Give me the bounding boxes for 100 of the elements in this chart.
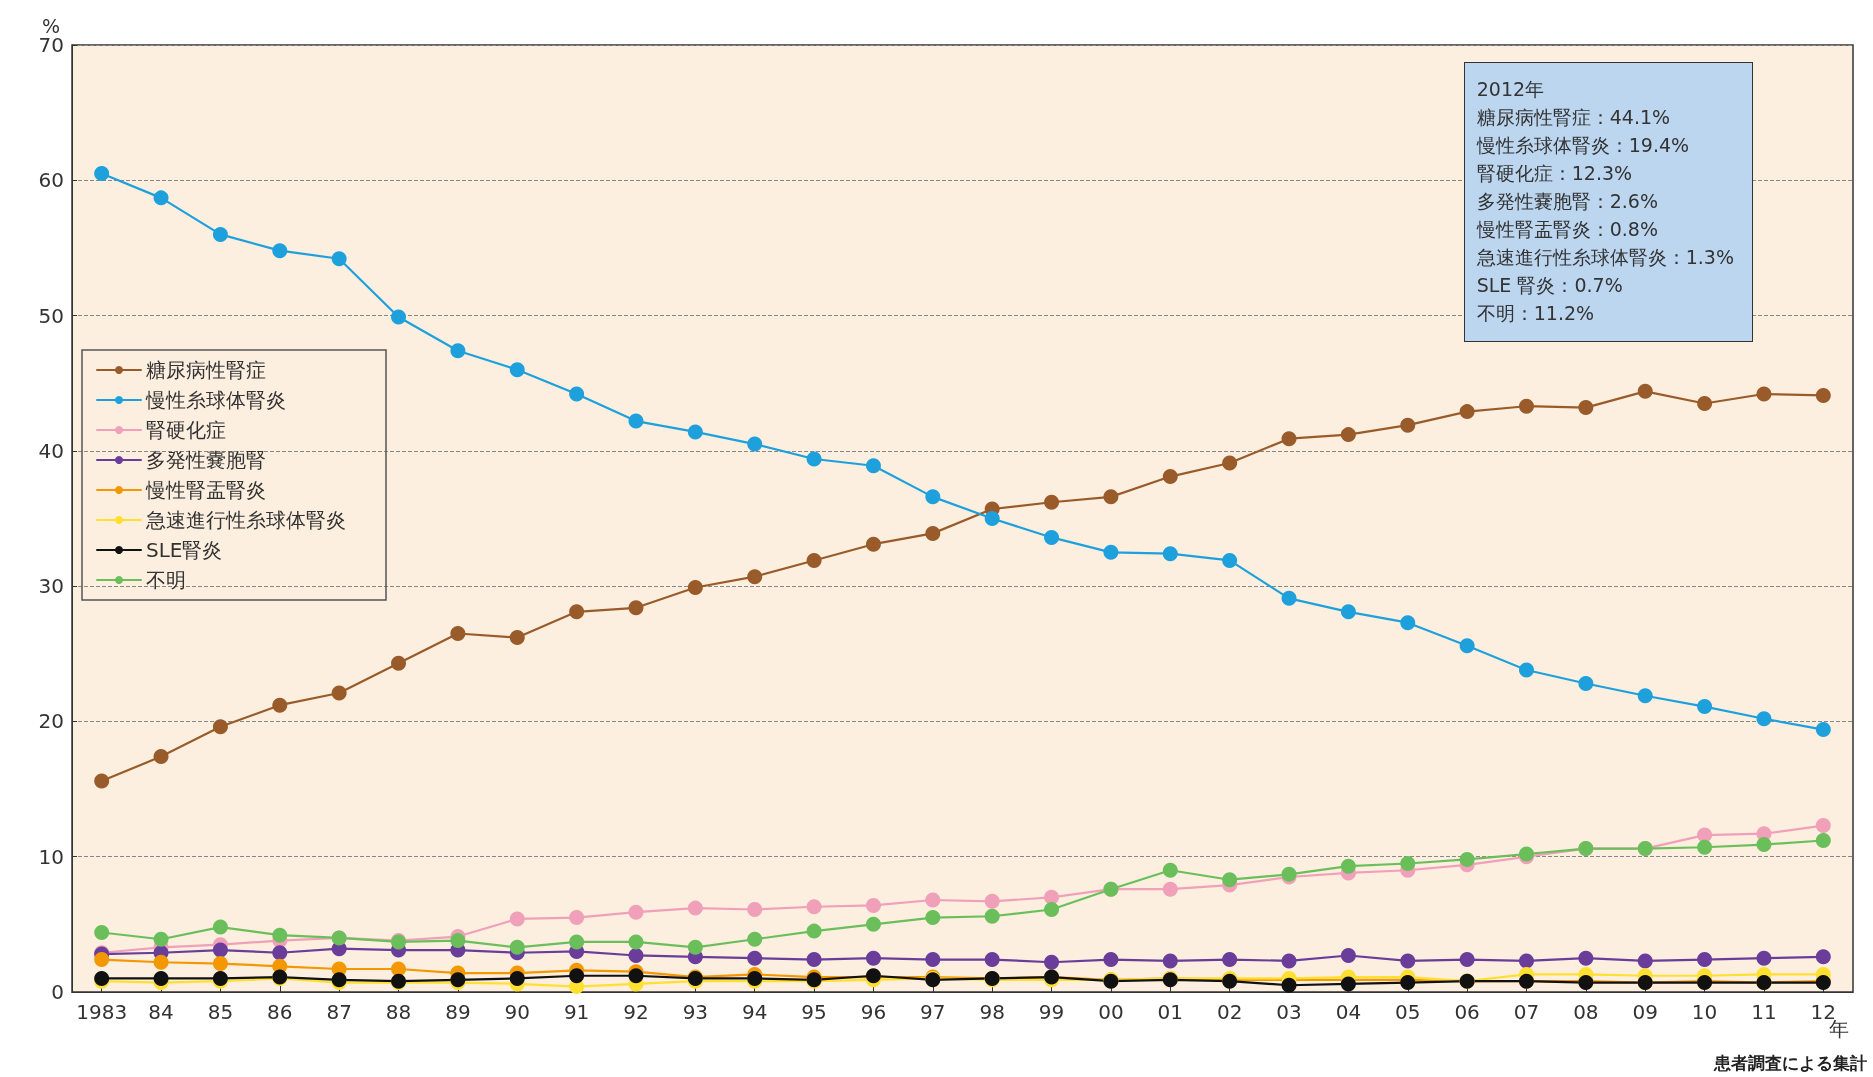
x-tick-label: 05 <box>1395 1000 1421 1024</box>
point <box>1756 386 1772 402</box>
point <box>747 569 763 585</box>
x-tick-label: 01 <box>1157 1000 1184 1024</box>
point <box>687 900 703 916</box>
point <box>747 931 763 947</box>
annotation: 慢性腎盂腎炎：0.8% <box>1476 217 1659 242</box>
point <box>1697 396 1713 411</box>
point <box>94 773 110 789</box>
y-tick-label: 40 <box>38 438 64 463</box>
point <box>806 451 822 467</box>
y-tick-label: 60 <box>38 168 64 193</box>
y-tick-label: 50 <box>38 303 64 328</box>
x-tick-label: 1983 <box>76 1000 128 1024</box>
x-tick-label: 87 <box>326 1000 352 1024</box>
point <box>1459 404 1475 420</box>
x-tick-label: 96 <box>860 1000 887 1024</box>
point <box>1222 872 1238 888</box>
point <box>806 952 822 968</box>
point <box>1044 529 1060 545</box>
point <box>984 511 1000 526</box>
point <box>925 525 941 541</box>
point <box>212 719 228 735</box>
x-tick-label: 11 <box>1751 1000 1777 1024</box>
point <box>925 892 941 908</box>
annotation: 不明：11.2% <box>1476 301 1596 326</box>
x-tick-label: 84 <box>148 1000 174 1024</box>
point <box>1637 383 1653 399</box>
y-tick-label: 10 <box>38 844 64 869</box>
point <box>450 626 466 641</box>
point <box>1162 862 1178 878</box>
point <box>1103 489 1119 505</box>
point <box>806 923 822 939</box>
x-tick-label: 02 <box>1216 1000 1243 1024</box>
point <box>687 939 703 955</box>
point <box>984 908 1000 924</box>
y-tick-label: 20 <box>38 709 64 734</box>
point <box>1400 953 1416 969</box>
x-tick-label: 94 <box>741 1000 768 1024</box>
point <box>1459 952 1475 968</box>
point <box>509 939 525 955</box>
x-tick-label: 89 <box>445 1000 471 1024</box>
x-tick-label: 00 <box>1098 1000 1124 1024</box>
point <box>1340 976 1356 992</box>
legend-label: SLE腎炎 <box>146 538 223 562</box>
legend-label: 急速進行性糸球体腎炎 <box>145 508 346 532</box>
point <box>153 970 169 986</box>
annotation: 糖尿病性腎症：44.1% <box>1476 105 1672 130</box>
point <box>925 952 941 968</box>
point <box>509 911 525 927</box>
point <box>1400 615 1416 631</box>
x-tick-label: 88 <box>385 1000 412 1024</box>
point <box>272 927 288 943</box>
point <box>94 924 110 940</box>
point <box>865 536 881 552</box>
x-tick-label: 85 <box>207 1000 234 1024</box>
point <box>687 580 703 595</box>
point <box>1340 604 1356 620</box>
point <box>747 901 763 917</box>
point <box>1044 901 1060 917</box>
point <box>1459 638 1475 654</box>
point <box>450 343 466 359</box>
point <box>569 386 585 402</box>
point <box>1519 398 1534 414</box>
x-tick-label: 95 <box>801 1000 827 1024</box>
point <box>569 604 585 620</box>
point <box>628 934 644 950</box>
point <box>1281 431 1297 447</box>
point <box>1578 676 1594 692</box>
x-tick-label: 07 <box>1513 1000 1540 1024</box>
point <box>1756 711 1772 727</box>
point <box>1340 947 1356 963</box>
x-tick-label: 90 <box>504 1000 530 1024</box>
x-tick-label: 04 <box>1335 1000 1362 1024</box>
point <box>1281 590 1297 606</box>
point <box>1697 952 1713 968</box>
point <box>94 166 110 182</box>
point <box>1756 950 1772 966</box>
point <box>391 655 407 671</box>
point <box>1222 455 1238 471</box>
point <box>331 251 347 267</box>
x-tick-label: 97 <box>920 1000 946 1024</box>
x-tick-label: 09 <box>1632 1000 1658 1024</box>
point <box>1162 953 1178 969</box>
point <box>865 950 881 966</box>
point <box>1162 881 1178 897</box>
point <box>569 968 585 984</box>
point <box>1103 544 1119 560</box>
legend-label: 糖尿病性腎症 <box>146 358 266 382</box>
point <box>1815 722 1831 738</box>
point <box>153 749 169 765</box>
x-tick-label: 98 <box>979 1000 1005 1024</box>
point <box>153 190 169 206</box>
point <box>1815 818 1831 834</box>
point <box>628 600 644 616</box>
point <box>212 956 228 972</box>
point <box>1044 954 1060 970</box>
point <box>925 910 941 926</box>
x-tick-label: 99 <box>1038 1000 1065 1024</box>
point <box>94 952 110 968</box>
